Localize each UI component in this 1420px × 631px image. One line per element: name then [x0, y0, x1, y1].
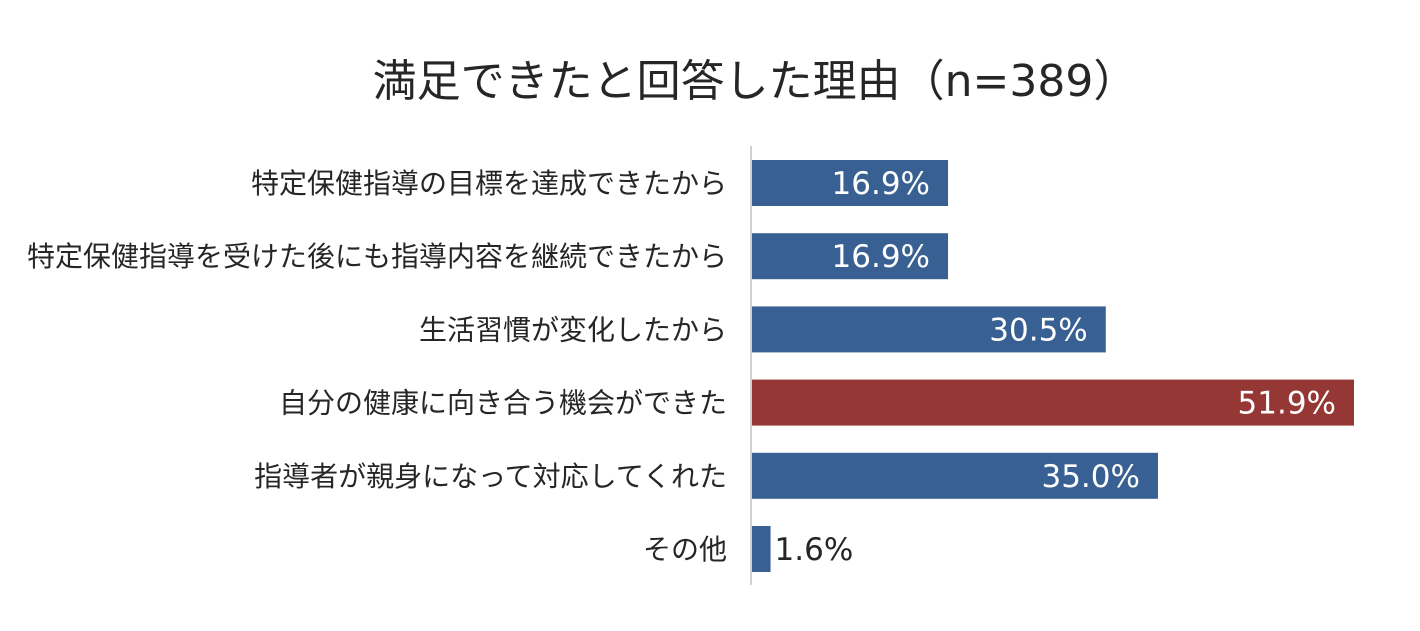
bar — [752, 526, 771, 572]
bars-layer: 特定保健指導の目標を達成できたから 16.9% 特定保健指導を受けた後にも指導内容を… — [27, 160, 1354, 572]
data-label: 51.9% — [1238, 386, 1336, 422]
category-label: 生活習慣が変化したから — [419, 313, 727, 346]
bar — [752, 452, 1158, 499]
data-label: 16.9% — [832, 166, 930, 202]
bar — [752, 160, 949, 206]
category-label: 自分の健康に向き合う機会ができた — [279, 387, 727, 420]
category-label: 特定保健指導の目標を達成できたから — [251, 167, 727, 200]
chart-title: 満足できたと回答した理由（n=389） — [373, 56, 1138, 107]
data-label: 30.5% — [989, 312, 1087, 348]
data-label: 16.9% — [832, 239, 930, 275]
category-label: その他 — [643, 533, 727, 566]
bar — [752, 306, 1106, 353]
category-label: 特定保健指導を受けた後にも指導内容を継続できたから — [27, 240, 727, 273]
bar — [752, 379, 1354, 426]
data-label: 35.0% — [1041, 459, 1139, 495]
data-label: 1.6% — [775, 532, 854, 568]
category-label: 指導者が親身になって対応してくれた — [254, 460, 727, 493]
bar — [752, 233, 949, 280]
